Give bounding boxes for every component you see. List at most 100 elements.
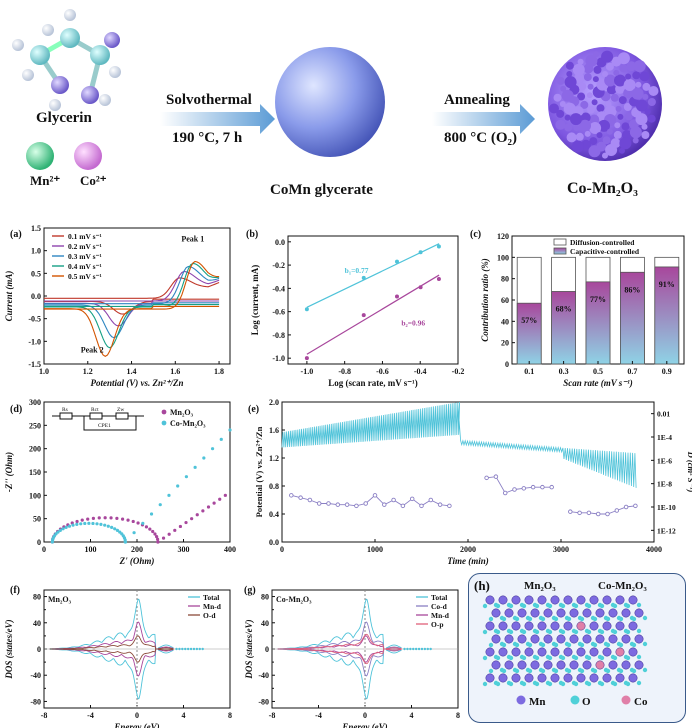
panel-c-ytick-label: 0 [505, 360, 509, 369]
panel-d-point-0 [86, 517, 90, 521]
panel-e-potential-line [281, 401, 637, 488]
panel-d-tail-1 [228, 428, 232, 432]
mn-atom [563, 595, 573, 605]
rough-sphere-bump [648, 86, 659, 96]
panel-e-D-point [354, 503, 359, 509]
rough-sphere-bump [647, 114, 656, 123]
panel-b-point-0 [304, 307, 309, 312]
panel-d-tail-0 [156, 540, 160, 544]
mn-atom [530, 634, 540, 644]
o-atom [501, 616, 507, 622]
panel-f-legend-text: Total [203, 593, 219, 602]
o-atom [560, 629, 566, 635]
rough-sphere-bump [623, 103, 632, 111]
panel-f-dot [181, 647, 184, 651]
panel-d-point-0 [131, 519, 135, 524]
panel-c-legend-swatch-diff [553, 238, 567, 246]
o-atom [534, 655, 540, 661]
panel-e-xtick-label: 3000 [553, 545, 569, 554]
o-atom [560, 655, 566, 661]
mn-atom [556, 660, 566, 670]
rough-sphere-bump [593, 65, 602, 74]
panel-d-tail-1 [123, 540, 127, 544]
panel-e-xtick-label: 0 [280, 545, 284, 554]
panel-e-D-point [577, 510, 582, 516]
panel-f-series-0-down [49, 648, 174, 700]
o-atom [560, 603, 566, 609]
panel-f-ylabel: DOS (states/eV) [4, 619, 14, 679]
panel-d-point-0 [153, 532, 157, 536]
o-atom [514, 616, 520, 622]
o-atom [573, 603, 579, 609]
mn-atom [517, 634, 527, 644]
panel-b-xtick-label: -0.6 [376, 367, 389, 376]
panel-a-peak1: Peak 1 [181, 235, 204, 244]
co-mn2o3-sphere-icon [548, 47, 662, 161]
panel-e-xlabel: Time (min) [447, 556, 488, 566]
panel-f-dot [186, 647, 190, 651]
mn-atom [576, 673, 586, 683]
panel-b-b2: b₂=0.96 [401, 319, 425, 328]
rough-sphere-bump [572, 63, 585, 76]
o-atom [573, 681, 579, 687]
rough-sphere-bump [566, 71, 573, 77]
o-atom [534, 629, 540, 635]
panel-f-series-0-up [49, 598, 174, 650]
mn-atom [628, 647, 638, 657]
panel-d-point-0 [136, 521, 140, 525]
panel-d-legend-text: Mn₂O₃ [170, 408, 194, 417]
panel-e-y2tick-label: 1E-6 [657, 456, 672, 465]
rough-sphere-bump [629, 126, 642, 139]
panel-f-legend-text: Mn-d [203, 602, 222, 611]
o-atom [642, 641, 648, 647]
panel-d-point-1 [91, 521, 95, 526]
o-atom [527, 642, 533, 648]
panel-a-ylabel: Current (mA) [4, 271, 14, 322]
panel-g-dot [417, 647, 421, 651]
panel-e-D-point [568, 509, 573, 514]
mn-atom [524, 595, 534, 605]
panel-g-series-3-down [277, 648, 402, 665]
panel-d-xtick-label: 300 [178, 545, 190, 554]
panel-c-bar-label: 91% [659, 280, 675, 289]
mn-atom [569, 660, 579, 670]
o-atom [599, 603, 605, 609]
panel-g-xtick-label: -4 [315, 711, 322, 720]
mn-atom [550, 621, 560, 631]
panel-h-left-title: Mn₂O₃ [524, 580, 556, 592]
panel-c-bar-capacitive [516, 302, 542, 365]
panel-g-ylabel: DOS (states/eV) [244, 619, 254, 679]
panel-d-circuit-label: CPE1 [98, 423, 111, 429]
panel-d-point-1 [71, 523, 75, 527]
panel-a-ytick-label: -0.5 [28, 315, 41, 324]
panel-a-ytick-label: 1.5 [31, 224, 41, 233]
o-atom [612, 603, 618, 609]
panel-d-point-1 [95, 522, 99, 526]
mn-atom [485, 595, 495, 605]
rough-sphere-bump [619, 64, 628, 73]
rough-sphere-bump [619, 137, 632, 150]
rough-sphere-bump [602, 71, 608, 77]
panel-g-series-3-up [277, 633, 402, 650]
panel-g-ytick-label: -40 [258, 671, 269, 680]
panel-b-point-1 [394, 294, 399, 299]
panel-a-series-2-cathodic [44, 302, 220, 339]
mn-atom [517, 608, 527, 618]
rough-sphere-bump [574, 73, 585, 84]
rough-sphere-bump [623, 79, 636, 91]
o-atom [612, 629, 618, 635]
rough-sphere-bump [605, 144, 618, 156]
rough-sphere-bump [632, 137, 639, 144]
mn-atom [595, 634, 605, 644]
rough-sphere-bump [589, 137, 598, 146]
panel-b-point-0 [418, 250, 423, 255]
o-atom [508, 603, 514, 609]
mn-atom [602, 621, 612, 631]
rough-sphere-bump [606, 84, 617, 95]
panel-d-tail-1 [158, 503, 162, 507]
panel-a-legend-text: 0.5 mV s⁻¹ [68, 272, 102, 281]
panel-e-ylabel: Potential (V) vs. Zn²⁺/Zn [254, 426, 264, 517]
panel-c-xtick-label: 0.1 [524, 367, 534, 376]
mn-atom [511, 647, 521, 657]
panel-c-legend-diff: Diffusion-controlled [570, 238, 635, 247]
